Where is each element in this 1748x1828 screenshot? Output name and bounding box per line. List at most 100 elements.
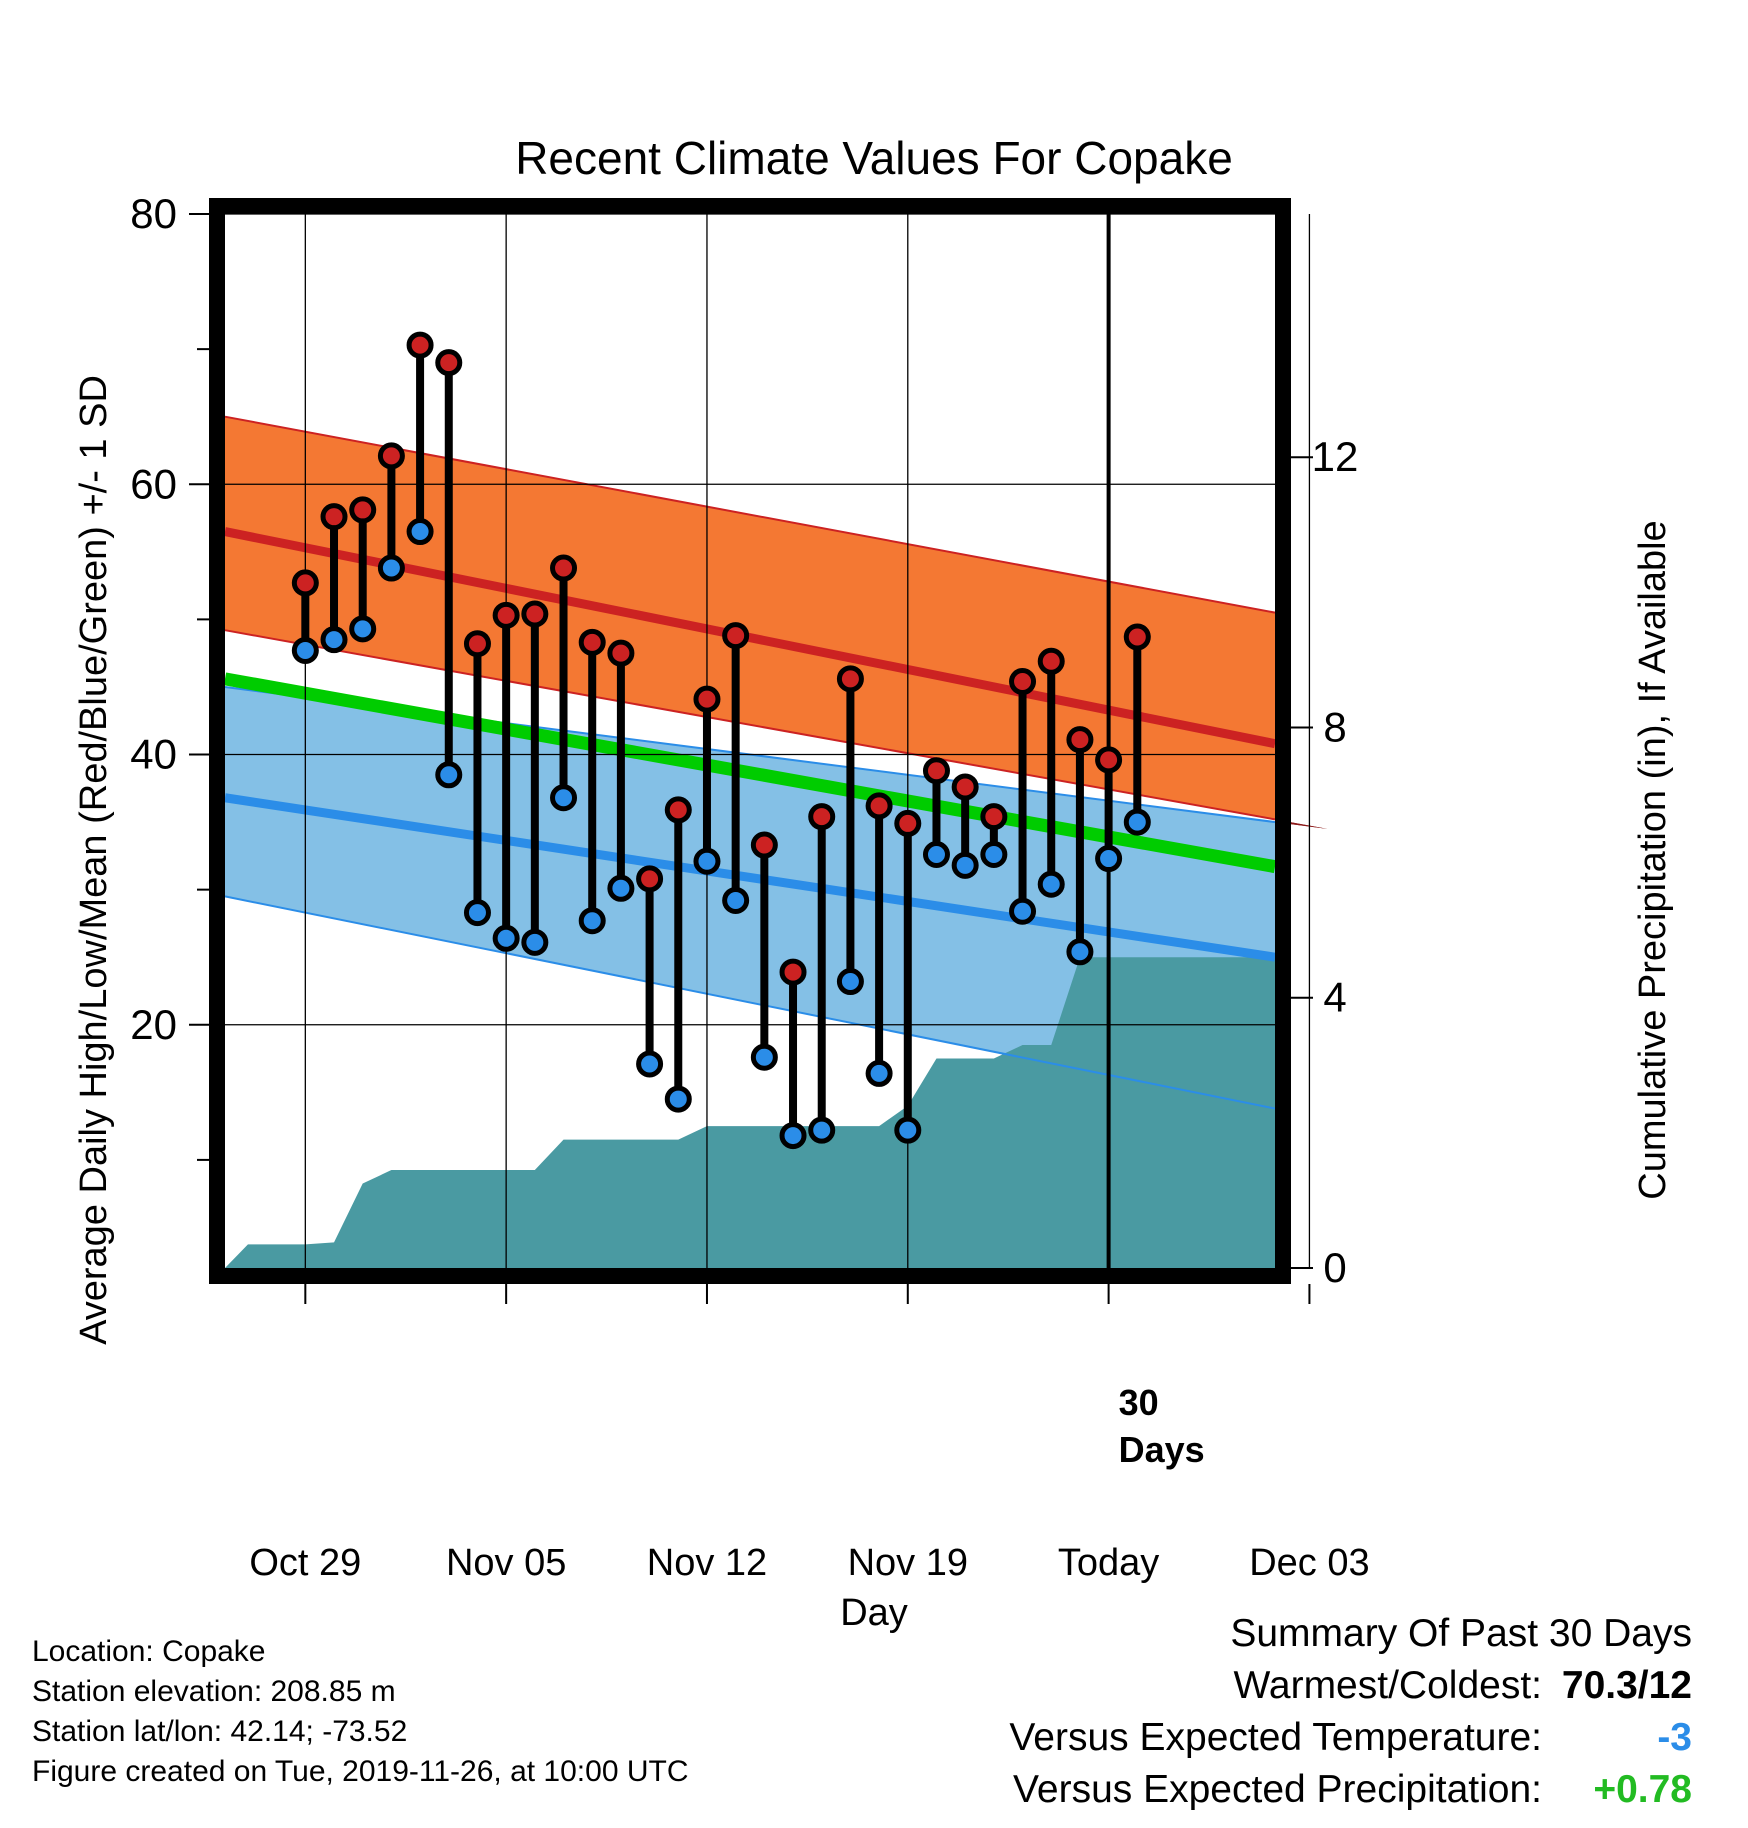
low-point	[435, 761, 463, 789]
x-tick-label: Nov 05	[446, 1542, 566, 1584]
low-point	[865, 1059, 893, 1087]
station-info: Location: Copake Station elevation: 208.…	[32, 1632, 689, 1792]
created-text: Figure created on Tue, 2019-11-26, at 10…	[32, 1755, 689, 1788]
high-point	[406, 331, 434, 359]
today-annotation: 30	[1119, 1382, 1159, 1423]
high-point	[980, 803, 1008, 831]
high-point	[779, 958, 807, 986]
low-point	[808, 1116, 836, 1144]
low-point	[320, 626, 348, 654]
high-point	[1009, 668, 1037, 696]
low-point	[1009, 897, 1037, 925]
latlon-text: Station lat/lon: 42.14; -73.52	[32, 1715, 408, 1748]
today-annotation: Days	[1119, 1429, 1205, 1470]
low-point	[750, 1043, 778, 1071]
warm-cold-row: Warmest/Coldest: 70.3/12	[892, 1664, 1692, 1716]
low-point	[693, 847, 721, 875]
plot-area: 30 Days 20 40 60 80 0 4 8 12 Oct 29 Nov 05 Nov 12 Nov…	[130, 190, 1369, 1584]
normal-low-line	[224, 793, 1276, 962]
plot-frame	[209, 198, 1291, 1284]
elevation-text: Station elevation: 208.85 m	[32, 1675, 396, 1708]
low-point	[492, 924, 520, 952]
low-point	[664, 1085, 692, 1113]
x-tick-label: Nov 19	[848, 1542, 968, 1584]
x-axis-label: Day	[840, 1592, 908, 1634]
low-point	[349, 615, 377, 643]
low-point	[291, 636, 319, 664]
low-point	[836, 968, 864, 996]
high-point	[492, 601, 520, 629]
high-point	[664, 796, 692, 824]
high-point	[865, 792, 893, 820]
high-point	[894, 809, 922, 837]
y-tick-label: 20	[130, 1001, 177, 1048]
y-axis-label: Average Daily High/Low/Mean (Red/Blue/Gr…	[73, 375, 115, 1345]
location-text: Location: Copake	[32, 1635, 266, 1668]
low-point	[922, 841, 950, 869]
high-point	[750, 831, 778, 859]
low-point	[550, 784, 578, 812]
y2-axis-label: Cumulative Precipitation (in), If Availa…	[1632, 520, 1674, 1199]
high-point	[607, 639, 635, 667]
high-point	[722, 622, 750, 650]
x-tick-label: Dec 03	[1249, 1542, 1369, 1584]
low-point	[951, 851, 979, 879]
high-point	[349, 496, 377, 524]
high-point	[1095, 746, 1123, 774]
y2-tick-label: 0	[1323, 1244, 1346, 1291]
precip-value: +0.78	[1593, 1768, 1692, 1811]
temp-value: -3	[1657, 1716, 1692, 1759]
high-point	[291, 569, 319, 597]
high-point	[693, 685, 721, 713]
low-point	[463, 899, 491, 927]
low-point	[607, 874, 635, 902]
high-point	[951, 773, 979, 801]
high-point	[550, 554, 578, 582]
temp-label: Versus Expected Temperature:	[1009, 1716, 1542, 1759]
high-lower-line	[224, 629, 1276, 821]
normal-mean-line	[223, 672, 1277, 874]
high-point	[521, 600, 549, 628]
high-point	[578, 628, 606, 656]
y2-tick-label: 4	[1323, 974, 1346, 1021]
y2-tick-label: 8	[1323, 703, 1346, 750]
low-sd-band	[225, 686, 1275, 1109]
high-point	[435, 349, 463, 377]
y-tick-label: 40	[130, 731, 177, 778]
chart-title: Recent Climate Values For Copake	[515, 132, 1233, 184]
high-point	[320, 503, 348, 531]
summary-panel: Summary Of Past 30 Days Warmest/Coldest:…	[892, 1612, 1692, 1820]
low-point	[722, 886, 750, 914]
high-point	[808, 803, 836, 831]
high-point	[377, 442, 405, 470]
precip-row: Versus Expected Precipitation: +0.78	[892, 1768, 1692, 1820]
x-tick-label: Today	[1058, 1542, 1159, 1584]
x-tick-label: Nov 12	[647, 1542, 767, 1584]
precip-area	[225, 957, 1275, 1268]
high-point	[636, 865, 664, 893]
high-point	[1066, 726, 1094, 754]
low-point	[1066, 938, 1094, 966]
high-point	[836, 665, 864, 693]
high-point	[463, 630, 491, 658]
summary-title: Summary Of Past 30 Days	[1230, 1612, 1692, 1655]
low-point	[1123, 808, 1151, 836]
low-point	[1037, 870, 1065, 898]
high-point	[922, 757, 950, 785]
low-point	[894, 1116, 922, 1144]
y2-tick-label: 12	[1312, 433, 1359, 480]
low-point	[578, 907, 606, 935]
y-tick-label: 60	[130, 460, 177, 507]
low-point	[377, 554, 405, 582]
low-point	[406, 518, 434, 546]
high-point	[1123, 623, 1151, 651]
low-point	[636, 1050, 664, 1078]
low-lower-line	[224, 895, 1276, 1110]
low-point	[1095, 845, 1123, 873]
high-point	[1037, 647, 1065, 675]
low-point	[980, 841, 1008, 869]
y-tick-label: 80	[130, 190, 177, 237]
high-sd-band	[225, 416, 1275, 820]
warm-cold-label: Warmest/Coldest:	[1233, 1664, 1542, 1707]
